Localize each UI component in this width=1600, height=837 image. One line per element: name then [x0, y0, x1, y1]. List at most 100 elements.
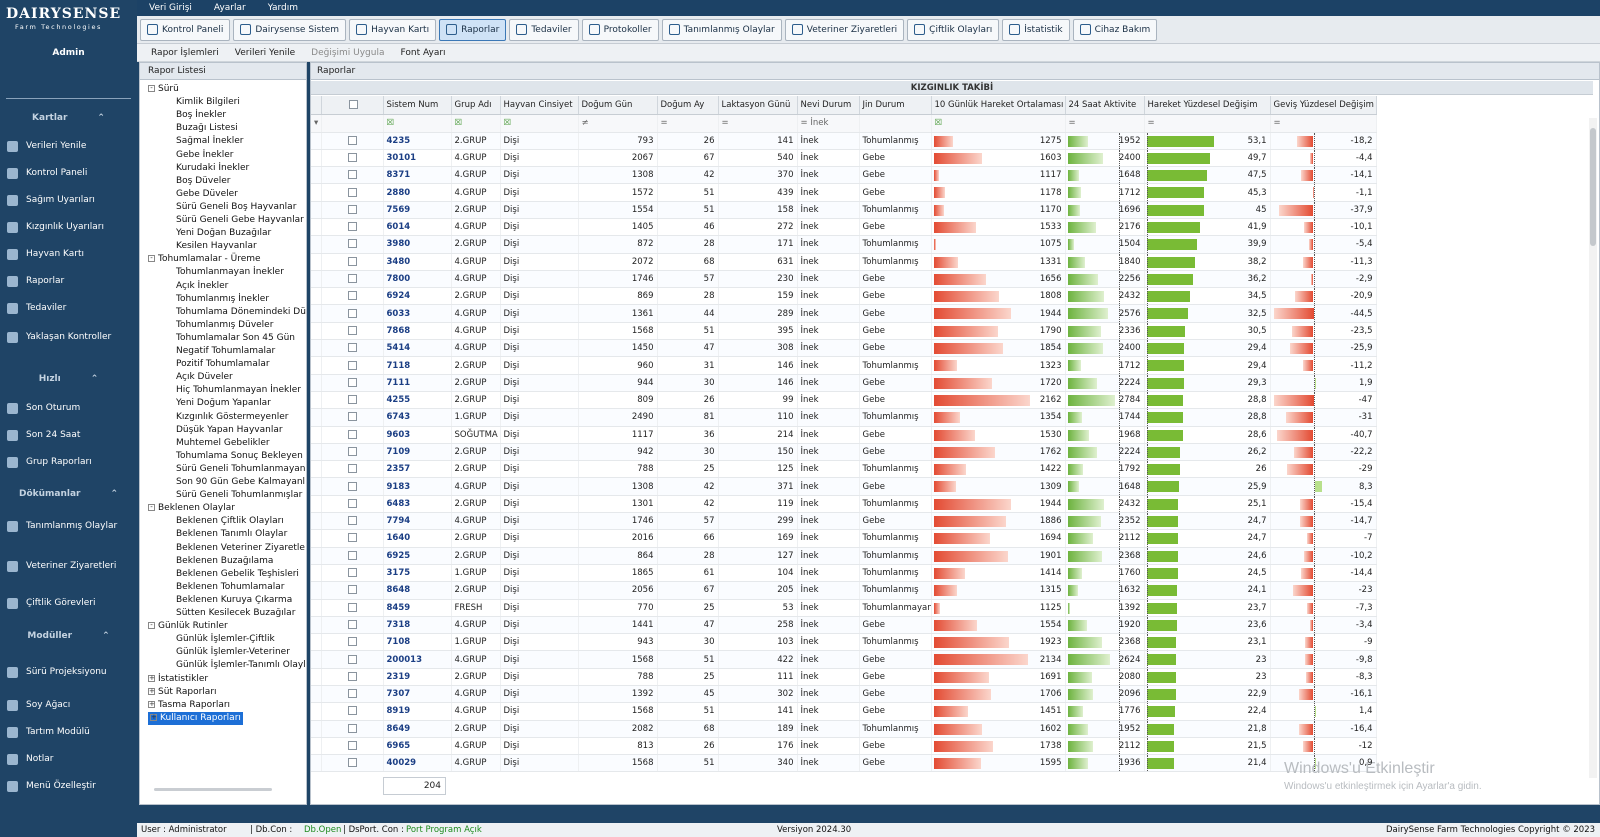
filter-cell[interactable]: =: [1144, 114, 1271, 133]
row-select-cell[interactable]: [321, 477, 384, 496]
cell-sistem-num[interactable]: 2357: [383, 460, 452, 479]
cell-sistem-num[interactable]: 7318: [383, 616, 452, 635]
tree-node-beklenen-buzagilama[interactable]: Beklenen Buzağılama: [176, 555, 273, 568]
cell-sistem-num[interactable]: 7109: [383, 443, 452, 462]
filter-cell[interactable]: [321, 114, 384, 133]
toolbar-cihaz-bakim-button[interactable]: Cihaz Bakım: [1072, 18, 1158, 41]
tree-node-suru-geneli-gebe-hayvanlar[interactable]: Sürü Geneli Gebe Hayvanlar: [176, 214, 304, 227]
row-checkbox[interactable]: [347, 187, 357, 197]
table-row[interactable]: 7118 2.GRUP Dişi 960 31 146 İnek Tohumlanmış 132…: [311, 356, 1377, 375]
row-checkbox[interactable]: [347, 619, 357, 629]
sidebar-section-hizli[interactable]: Hızlı ⌃: [0, 370, 137, 388]
row-checkbox[interactable]: [347, 741, 357, 751]
tree-node-acik-duveler[interactable]: Açık Düveler: [176, 371, 233, 384]
sidebar-item-son-oturum[interactable]: Son Oturum: [0, 403, 137, 414]
table-row[interactable]: 9183 4.GRUP Dişi 1308 42 371 İnek Gebe 1309 1648 2…: [311, 477, 1377, 496]
toolbar-kontrol-paneli-button[interactable]: Kontrol Paneli: [140, 18, 231, 41]
row-select-cell[interactable]: [321, 149, 384, 168]
row-select-cell[interactable]: [321, 720, 384, 738]
column-header-hayvan-cinsiyet[interactable]: Hayvan Cinsiyet: [500, 96, 579, 115]
tree-node-kullanici-raporlari[interactable]: + Kullanıcı Raporları: [148, 711, 243, 725]
cell-sistem-num[interactable]: 3480: [383, 253, 452, 271]
row-select-cell[interactable]: [321, 408, 384, 427]
column-header-sistem-num[interactable]: Sistem Num: [383, 96, 452, 115]
cell-sistem-num[interactable]: 6743: [383, 408, 452, 427]
sidebar-item-kizginlik-uyarilari[interactable]: Kızgınlık Uyarıları: [0, 222, 137, 233]
toolbar-protokoller-button[interactable]: Protokoller: [581, 18, 659, 41]
table-row[interactable]: 40029 4.GRUP Dişi 1568 51 340 İnek Gebe 1595 1936…: [311, 754, 1377, 773]
table-row[interactable]: 6033 4.GRUP Dişi 1361 44 289 İnek Gebe 1944 2576 3…: [311, 304, 1377, 323]
row-checkbox[interactable]: [347, 706, 357, 716]
tree-node-sagmal-i-nekler[interactable]: Sağmal İnekler: [176, 135, 243, 148]
cell-sistem-num[interactable]: 30101: [383, 149, 452, 168]
table-row[interactable]: 3480 4.GRUP Dişi 2072 68 631 İnek Tohumlanmış 13…: [311, 253, 1377, 271]
column-header-grup-adi[interactable]: Grup Adı: [451, 96, 501, 115]
row-select-cell[interactable]: [321, 460, 384, 479]
cell-sistem-num[interactable]: 7108: [383, 633, 452, 652]
tree-node-hic-tohumlanmayan-i-nekler[interactable]: Hiç Tohumlanmayan İnekler: [176, 384, 301, 397]
row-checkbox[interactable]: [347, 585, 357, 595]
expand-icon[interactable]: +: [148, 699, 155, 708]
cell-sistem-num[interactable]: 9603: [383, 426, 452, 444]
table-row[interactable]: 4255 2.GRUP Dişi 809 26 99 İnek Gebe 2162 2784 28,…: [311, 391, 1377, 410]
table-row[interactable]: 7108 1.GRUP Dişi 943 30 103 İnek Tohumlanmış 192…: [311, 633, 1377, 652]
tree-node-gunluk-i-slemler-veteriner[interactable]: Günlük İşlemler-Veteriner: [176, 646, 290, 659]
row-checkbox[interactable]: [347, 568, 357, 578]
menu-veri-girisi[interactable]: Veri Girişi: [149, 3, 192, 13]
cell-sistem-num[interactable]: 3980: [383, 235, 452, 254]
tree-node-gunluk-rutinler[interactable]: - Günlük Rutinler: [148, 620, 228, 633]
filter-cell[interactable]: ☒: [500, 114, 579, 133]
row-select-cell[interactable]: [321, 201, 384, 219]
tree-node-kurudaki-i-nekler[interactable]: Kurudaki İnekler: [176, 162, 249, 175]
tree-node-gunluk-i-slemler-ciftlik[interactable]: Günlük İşlemler-Çiftlik: [176, 633, 275, 646]
cell-sistem-num[interactable]: 1640: [383, 529, 452, 548]
sidebar-item-sagim-uyarilari[interactable]: Sağım Uyarıları: [0, 195, 137, 206]
row-checkbox[interactable]: [347, 689, 357, 699]
tree-node-tohumlama-donemindeki-du[interactable]: Tohumlama Dönemindeki Dü: [176, 306, 306, 319]
scrollbar-thumb[interactable]: [1590, 128, 1596, 246]
sidebar-item-tedaviler[interactable]: Tedaviler: [0, 303, 137, 314]
row-select-cell[interactable]: [321, 616, 384, 635]
select-all-header[interactable]: [321, 96, 384, 115]
cell-sistem-num[interactable]: 7800: [383, 270, 452, 289]
cell-sistem-num[interactable]: 8648: [383, 581, 452, 600]
row-checkbox[interactable]: [347, 533, 357, 543]
tree-node-kimlik-bilgileri[interactable]: Kimlik Bilgileri: [176, 96, 240, 109]
row-checkbox[interactable]: [347, 654, 357, 664]
tree-node-beklenen-gebelik-teshisleri[interactable]: Beklenen Gebelik Teşhisleri: [176, 568, 299, 581]
table-row[interactable]: 5414 4.GRUP Dişi 1450 47 308 İnek Gebe 1854 2400 2…: [311, 339, 1377, 358]
row-checkbox[interactable]: [347, 308, 357, 318]
row-select-cell[interactable]: [321, 599, 384, 617]
row-select-cell[interactable]: [321, 166, 384, 185]
tree-node-i-statistikler[interactable]: + İstatistikler: [148, 673, 208, 686]
filter-cell[interactable]: ☒: [451, 114, 501, 133]
cell-sistem-num[interactable]: 200013: [383, 650, 452, 669]
row-select-cell[interactable]: [321, 685, 384, 704]
column-header-gevis-yuzdesel-degisim[interactable]: Geviş Yüzdesel Değişim: [1270, 96, 1377, 115]
table-row[interactable]: 6925 2.GRUP Dişi 864 28 127 İnek Tohumlanmış 190…: [311, 547, 1377, 565]
tree-node-son-90-gun-gebe-kalmayanl[interactable]: Son 90 Gün Gebe Kalmayanl: [176, 476, 305, 489]
row-select-cell[interactable]: [321, 374, 384, 392]
column-header-hareket-yuzdesel-degisim[interactable]: Hareket Yüzdesel Değişim: [1144, 96, 1271, 115]
tree-node-sut-raporlari[interactable]: + Süt Raporları: [148, 686, 217, 699]
row-select-cell[interactable]: [321, 253, 384, 271]
filter-cell[interactable]: [859, 114, 932, 133]
sidebar-item-notlar[interactable]: Notlar: [0, 754, 137, 765]
row-checkbox[interactable]: [347, 239, 357, 249]
row-checkbox[interactable]: [347, 671, 357, 681]
expand-icon[interactable]: +: [148, 673, 155, 682]
expand-icon[interactable]: +: [150, 712, 157, 721]
row-checkbox[interactable]: [347, 343, 357, 353]
table-row[interactable]: 8649 2.GRUP Dişi 2082 68 189 İnek Tohumlanmış 16…: [311, 720, 1377, 738]
table-row[interactable]: 8371 4.GRUP Dişi 1308 42 370 İnek Gebe 1117 1648 4…: [311, 166, 1377, 185]
cell-sistem-num[interactable]: 6033: [383, 304, 452, 323]
table-row[interactable]: 6014 4.GRUP Dişi 1405 46 272 İnek Gebe 1533 2176 4…: [311, 218, 1377, 237]
row-checkbox[interactable]: [347, 412, 357, 422]
tree-node-yeni-dogan-buzagilar[interactable]: Yeni Doğan Buzağılar: [176, 227, 271, 240]
collapse-icon[interactable]: -: [148, 255, 155, 263]
table-row[interactable]: 7569 2.GRUP Dişi 1554 51 158 İnek Tohumlanmış 11…: [311, 201, 1377, 219]
tree-node-tohumlanmis-i-nekler[interactable]: Tohumlanmış İnekler: [176, 293, 269, 306]
cell-sistem-num[interactable]: 4255: [383, 391, 452, 410]
row-checkbox[interactable]: [347, 516, 357, 526]
row-select-cell[interactable]: [321, 512, 384, 531]
